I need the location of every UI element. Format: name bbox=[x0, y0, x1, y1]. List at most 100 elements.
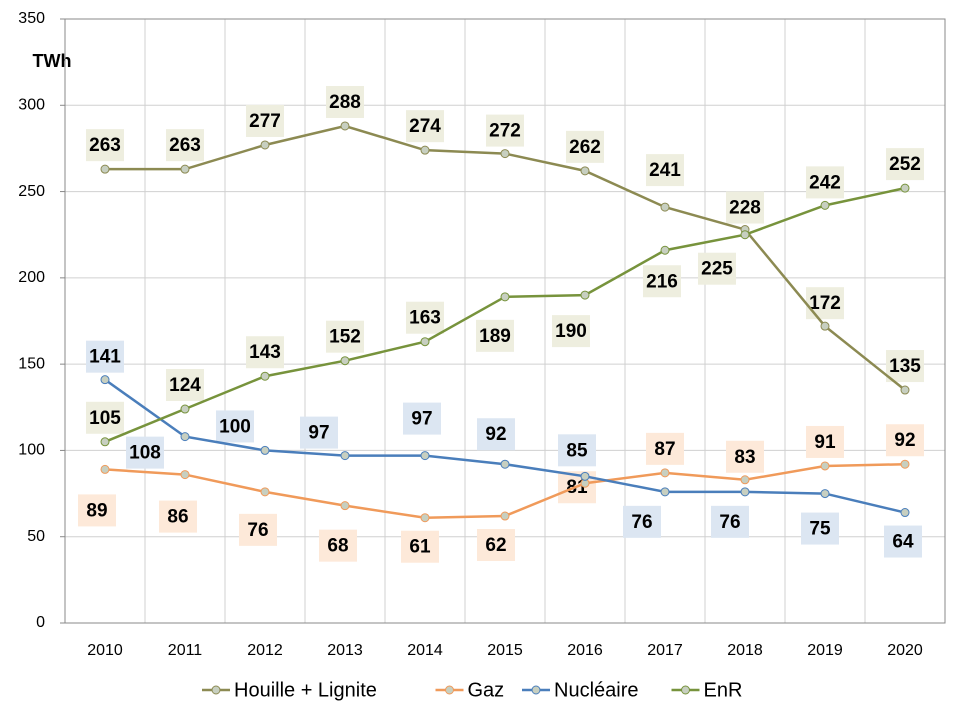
data-label-bg bbox=[806, 287, 844, 320]
legend-label: Houille + Lignite bbox=[234, 679, 377, 701]
data-label-bg bbox=[216, 410, 254, 443]
data-label: 89 bbox=[86, 500, 107, 521]
data-label: 216 bbox=[646, 271, 678, 292]
x-tick-label: 2010 bbox=[87, 642, 123, 659]
data-point bbox=[580, 471, 590, 481]
data-label-bg bbox=[806, 425, 844, 458]
y-tick-label: 100 bbox=[18, 442, 45, 459]
data-point bbox=[180, 470, 190, 480]
data-label: 152 bbox=[329, 327, 361, 348]
data-label: 135 bbox=[889, 356, 921, 377]
data-label-bg bbox=[319, 529, 357, 562]
data-label-bg bbox=[884, 525, 922, 558]
data-label: 61 bbox=[409, 537, 431, 558]
data-label: 163 bbox=[409, 308, 441, 329]
data-label: 172 bbox=[809, 293, 841, 314]
data-label: 97 bbox=[411, 409, 432, 430]
data-label-bg bbox=[566, 130, 604, 163]
data-label-bg bbox=[886, 148, 924, 181]
data-label-bg bbox=[623, 505, 661, 538]
data-point bbox=[100, 464, 110, 474]
data-label: 124 bbox=[169, 375, 201, 396]
data-point bbox=[260, 445, 270, 455]
data-label: 263 bbox=[169, 135, 201, 156]
data-label: 252 bbox=[889, 154, 921, 175]
legend-label: EnR bbox=[704, 679, 743, 701]
data-label: 97 bbox=[308, 423, 329, 444]
y-unit: TWh bbox=[33, 51, 72, 71]
data-label: 108 bbox=[129, 443, 161, 464]
data-label: 263 bbox=[89, 135, 121, 156]
data-point bbox=[740, 487, 750, 497]
data-label: 100 bbox=[219, 416, 251, 437]
plot-border bbox=[64, 18, 946, 624]
data-label-bg bbox=[886, 424, 924, 457]
data-label-bg bbox=[486, 114, 524, 147]
data-point bbox=[660, 487, 670, 497]
data-label-bg bbox=[886, 350, 924, 383]
data-point bbox=[660, 245, 670, 255]
data-label-bg bbox=[159, 500, 197, 533]
data-label: 92 bbox=[485, 424, 506, 445]
x-tick-label: 2015 bbox=[487, 642, 523, 659]
data-label-bg bbox=[801, 512, 839, 545]
data-label: 86 bbox=[167, 507, 188, 528]
data-label-bg bbox=[239, 513, 277, 546]
data-point bbox=[500, 511, 510, 521]
data-point bbox=[420, 513, 430, 523]
data-label: 87 bbox=[654, 439, 675, 460]
data-label-bg bbox=[643, 265, 681, 298]
data-point bbox=[420, 337, 430, 347]
data-label-bg bbox=[403, 402, 441, 435]
data-label-bg bbox=[726, 440, 764, 473]
data-label-bg bbox=[246, 104, 284, 137]
legend-marker bbox=[681, 685, 690, 695]
data-point bbox=[180, 432, 190, 442]
data-label-bg bbox=[86, 401, 124, 434]
data-point bbox=[820, 321, 830, 331]
x-tick-label: 2011 bbox=[168, 642, 203, 659]
data-point bbox=[820, 461, 830, 471]
data-label-bg bbox=[406, 301, 444, 334]
data-label-bg bbox=[86, 340, 124, 373]
y-tick-label: 50 bbox=[27, 528, 45, 545]
data-label-bg bbox=[726, 191, 764, 224]
x-tick-label: 2013 bbox=[327, 642, 363, 659]
legend-label: Gaz bbox=[468, 679, 505, 701]
data-point bbox=[740, 230, 750, 240]
data-label-bg bbox=[806, 166, 844, 199]
data-point bbox=[500, 459, 510, 469]
data-label: 242 bbox=[809, 172, 841, 193]
y-tick-label: 250 bbox=[18, 183, 45, 200]
data-point bbox=[740, 475, 750, 485]
data-point bbox=[900, 183, 910, 193]
legend-marker bbox=[531, 685, 541, 695]
data-label-bg bbox=[711, 505, 749, 538]
data-point bbox=[340, 356, 350, 366]
data-point bbox=[500, 149, 510, 159]
y-tick-label: 300 bbox=[18, 97, 45, 114]
data-label: 76 bbox=[719, 512, 740, 533]
data-label-bg bbox=[406, 110, 444, 143]
data-point bbox=[340, 121, 350, 131]
data-point bbox=[340, 501, 350, 511]
data-point bbox=[660, 468, 670, 478]
y-tick-label: 150 bbox=[18, 355, 45, 372]
data-point bbox=[100, 164, 110, 174]
data-point bbox=[100, 375, 110, 385]
data-label: 262 bbox=[569, 137, 601, 158]
data-point bbox=[180, 164, 190, 174]
data-label: 76 bbox=[631, 512, 652, 533]
data-point bbox=[420, 145, 430, 155]
data-label: 143 bbox=[249, 342, 281, 363]
data-label-bg bbox=[166, 129, 204, 162]
legend-marker bbox=[445, 685, 454, 695]
x-tick-label: 2014 bbox=[407, 642, 443, 659]
y-tick-label: 0 bbox=[36, 614, 45, 631]
data-point bbox=[580, 166, 590, 176]
data-label: 190 bbox=[555, 321, 587, 342]
data-label-bg bbox=[78, 494, 116, 527]
data-label: 76 bbox=[247, 520, 268, 541]
data-label: 92 bbox=[894, 430, 915, 451]
data-label-bg bbox=[477, 529, 515, 562]
